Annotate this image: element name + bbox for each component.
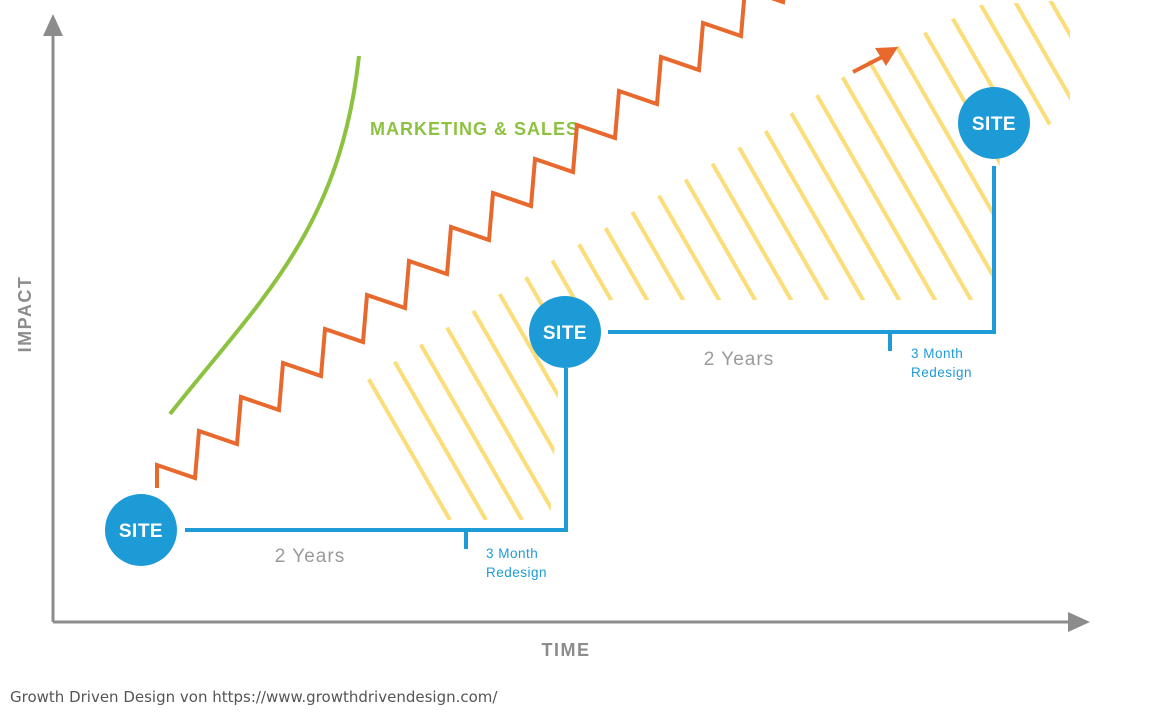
- period-1-redesign-line1: 3 Month: [486, 546, 538, 561]
- hatch-stripe: [760, 0, 1064, 520]
- period-2-duration: 2 Years: [704, 349, 774, 370]
- hatch-stripe: [652, 0, 956, 520]
- timeline-step-1: [185, 368, 568, 532]
- site-node-1: SITE: [105, 494, 177, 566]
- marketing-sales-label: MARKETING & SALES: [370, 119, 579, 139]
- hatch-stripe: [688, 0, 992, 520]
- hatch-stripe: [616, 0, 920, 520]
- y-axis-label: IMPACT: [15, 276, 35, 353]
- site-node-label: SITE: [543, 323, 587, 344]
- hatch-stripe: [1122, 0, 1154, 520]
- hatch-stripe: [180, 0, 452, 520]
- hatch-stripe: [904, 0, 1070, 520]
- hatch-area: [180, 0, 1154, 520]
- growth-arrow-head: [875, 47, 898, 66]
- hatch-stripe: [976, 0, 1070, 520]
- hatch-stripe: [220, 0, 524, 520]
- hatch-stripe: [1086, 0, 1154, 520]
- marketing-sales-curve: [168, 55, 361, 416]
- hatch-stripe: [292, 0, 596, 520]
- hatch-stripe: [796, 0, 1070, 520]
- hatch-stripe: [544, 0, 848, 520]
- period-2-redesign-line1: 3 Month: [911, 346, 963, 361]
- y-axis-arrowhead: [43, 14, 63, 36]
- site-node-2: SITE: [529, 296, 601, 368]
- growth-zigzag-line: [155, 0, 786, 488]
- site-node-3: SITE: [958, 87, 1030, 159]
- period-1-redesign-line2: Redesign: [486, 565, 547, 580]
- site-node-label: SITE: [119, 521, 163, 542]
- growth-arrow: [852, 47, 898, 74]
- source-caption: Growth Driven Design von https://www.gro…: [10, 688, 498, 706]
- site-node-label: SITE: [972, 114, 1016, 135]
- hatch-stripe: [436, 0, 740, 520]
- timeline-step-2: [608, 166, 996, 334]
- hatch-stripe: [832, 0, 1070, 520]
- x-axis-label: TIME: [542, 640, 591, 660]
- hatch-stripe: [472, 0, 776, 520]
- x-axis-arrowhead: [1068, 612, 1090, 632]
- period-1-duration: 2 Years: [275, 546, 345, 567]
- hatch-stripe: [940, 0, 1070, 520]
- hatch-stripe: [580, 0, 884, 520]
- hatch-stripe: [1048, 0, 1070, 520]
- hatch-stripe: [724, 0, 1028, 520]
- hatch-stripe: [1012, 0, 1070, 520]
- period-2-redesign-line2: Redesign: [911, 365, 972, 380]
- axes: IMPACT TIME: [15, 14, 1090, 660]
- hatch-stripe: [328, 0, 632, 520]
